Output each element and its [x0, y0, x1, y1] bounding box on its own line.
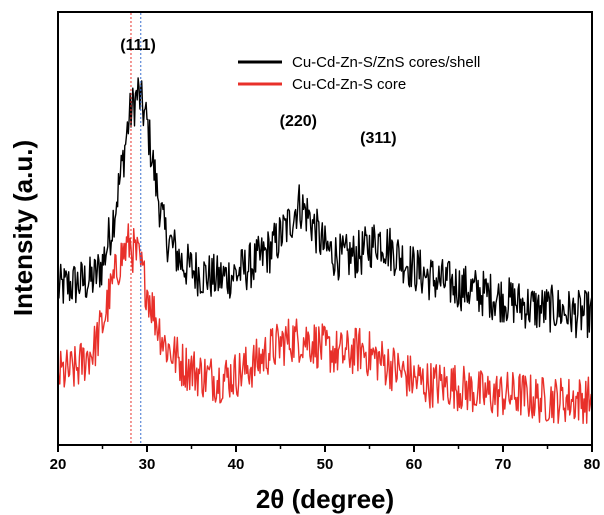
x-tick-label-50: 50 [317, 456, 334, 473]
legend-label-core-shell: Cu-Cd-Zn-S/ZnS cores/shell [292, 54, 480, 71]
peak-label-1: (220) [280, 113, 317, 130]
series-line-1 [57, 223, 593, 425]
x-tick-label-40: 40 [228, 456, 245, 473]
legend: Cu-Cd-Zn-S/ZnS cores/shell Cu-Cd-Zn-S co… [238, 54, 480, 93]
series-line-0 [57, 77, 593, 339]
peak-label-2: (311) [360, 130, 396, 147]
x-tick-label-60: 60 [406, 456, 423, 473]
reference-lines [130, 13, 142, 444]
series-layer [57, 77, 593, 425]
x-axis-title: 2θ (degree) [256, 484, 394, 514]
x-tick-label-20: 20 [50, 456, 67, 473]
y-axis-title: Intensity (a.u.) [8, 140, 38, 316]
x-tick-label-80: 80 [584, 456, 601, 473]
peak-label-0: (111) [120, 37, 156, 54]
peak-annotations: (111) (220) (311) [120, 37, 396, 147]
x-tick-label-70: 70 [495, 456, 512, 473]
legend-label-core: Cu-Cd-Zn-S core [292, 76, 406, 93]
x-tick-label-30: 30 [139, 456, 156, 473]
x-axis-ticks: 20 30 40 50 60 70 80 [50, 445, 601, 473]
